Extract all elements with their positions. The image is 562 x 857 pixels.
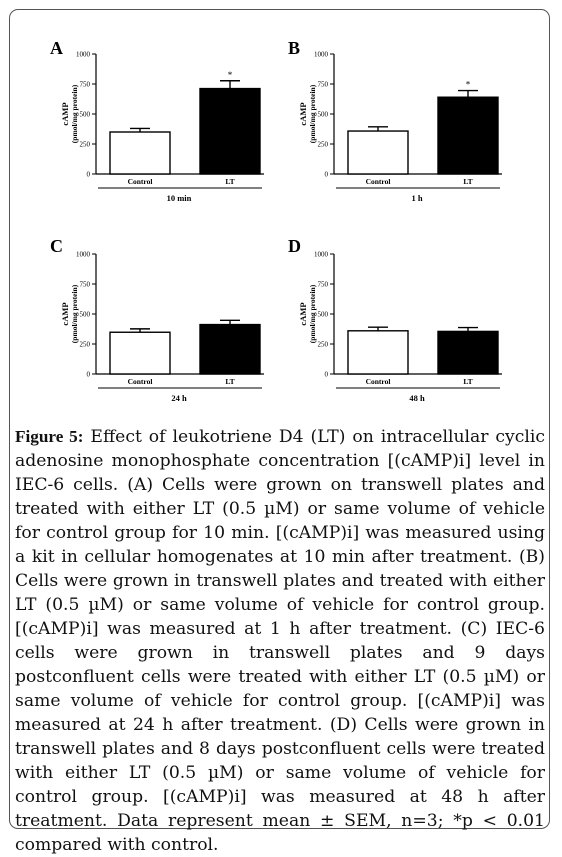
y-tick-label: 750: [318, 281, 329, 289]
panel-a: A 0 250 500 750 1000 cAMP (pmol/mg protein) Cont…: [50, 38, 264, 203]
x-tick-label: LT: [225, 177, 234, 186]
y-tick-label: 0: [325, 171, 329, 179]
x-tick-label: Control: [366, 377, 391, 386]
significance-marker: *: [228, 70, 233, 80]
bar-control: [109, 331, 171, 375]
panel-c: C 0 250 500 750 1000 cAMP (pmol/mg protein) Cont…: [50, 236, 264, 403]
y-tick-label: 500: [318, 111, 329, 119]
x-tick-label: Control: [128, 377, 153, 386]
x-tick-label: Control: [366, 177, 391, 186]
x-axis-label: 10 min: [167, 193, 192, 203]
caption-text: Effect of leukotriene D4 (LT) on intrace…: [15, 427, 545, 855]
bar-lt: [437, 96, 499, 175]
y-tick-label: 1000: [76, 251, 91, 259]
bar-control: [347, 330, 409, 375]
y-axis-label: cAMP: [60, 302, 70, 325]
panel-letter: D: [288, 236, 301, 256]
y-tick-label: 750: [80, 281, 91, 289]
figure-caption: Figure 5: Effect of leukotriene D4 (LT) …: [15, 425, 545, 857]
y-tick-label: 1000: [76, 51, 91, 59]
bar-control: [347, 130, 409, 175]
y-tick-label: 500: [318, 311, 329, 319]
x-axis-label: 24 h: [171, 393, 187, 403]
y-tick-label: 250: [318, 341, 329, 349]
y-tick-label: 1000: [314, 51, 329, 59]
y-tick-label: 1000: [314, 251, 329, 259]
y-tick-label: 0: [87, 371, 91, 379]
y-axis-unit: (pmol/mg protein): [70, 284, 79, 343]
y-tick-label: 250: [80, 341, 91, 349]
y-tick-label: 500: [80, 111, 91, 119]
y-axis-label: cAMP: [298, 102, 308, 125]
x-axis-label: 1 h: [411, 193, 422, 203]
bar-lt: [199, 87, 261, 175]
panel-d: D 0 250 500 750 1000 cAMP (pmol/mg protein) Cont…: [288, 236, 502, 403]
y-tick-label: 750: [80, 81, 91, 89]
y-axis-label: cAMP: [298, 302, 308, 325]
panel-letter: A: [50, 38, 63, 58]
y-axis-label: cAMP: [60, 102, 70, 125]
significance-marker: *: [466, 80, 471, 90]
x-tick-label: LT: [463, 377, 472, 386]
x-tick-label: LT: [225, 377, 234, 386]
y-tick-label: 0: [87, 171, 91, 179]
y-tick-label: 250: [318, 141, 329, 149]
bar-control: [109, 131, 171, 175]
panel-letter: B: [288, 38, 300, 58]
panel-letter: C: [50, 236, 63, 256]
bar-lt: [199, 323, 261, 375]
x-tick-label: Control: [128, 177, 153, 186]
y-tick-label: 0: [325, 371, 329, 379]
y-axis-unit: (pmol/mg protein): [308, 84, 317, 143]
bar-lt: [437, 330, 499, 375]
x-axis-label: 48 h: [409, 393, 425, 403]
y-tick-label: 750: [318, 81, 329, 89]
y-axis-unit: (pmol/mg protein): [308, 284, 317, 343]
x-tick-label: LT: [463, 177, 472, 186]
y-axis-unit: (pmol/mg protein): [70, 84, 79, 143]
caption-label: Figure 5:: [15, 427, 84, 446]
y-tick-label: 250: [80, 141, 91, 149]
panel-b: B 0 250 500 750 1000 cAMP (pmol/mg protein) Cont…: [288, 38, 502, 203]
y-tick-label: 500: [80, 311, 91, 319]
